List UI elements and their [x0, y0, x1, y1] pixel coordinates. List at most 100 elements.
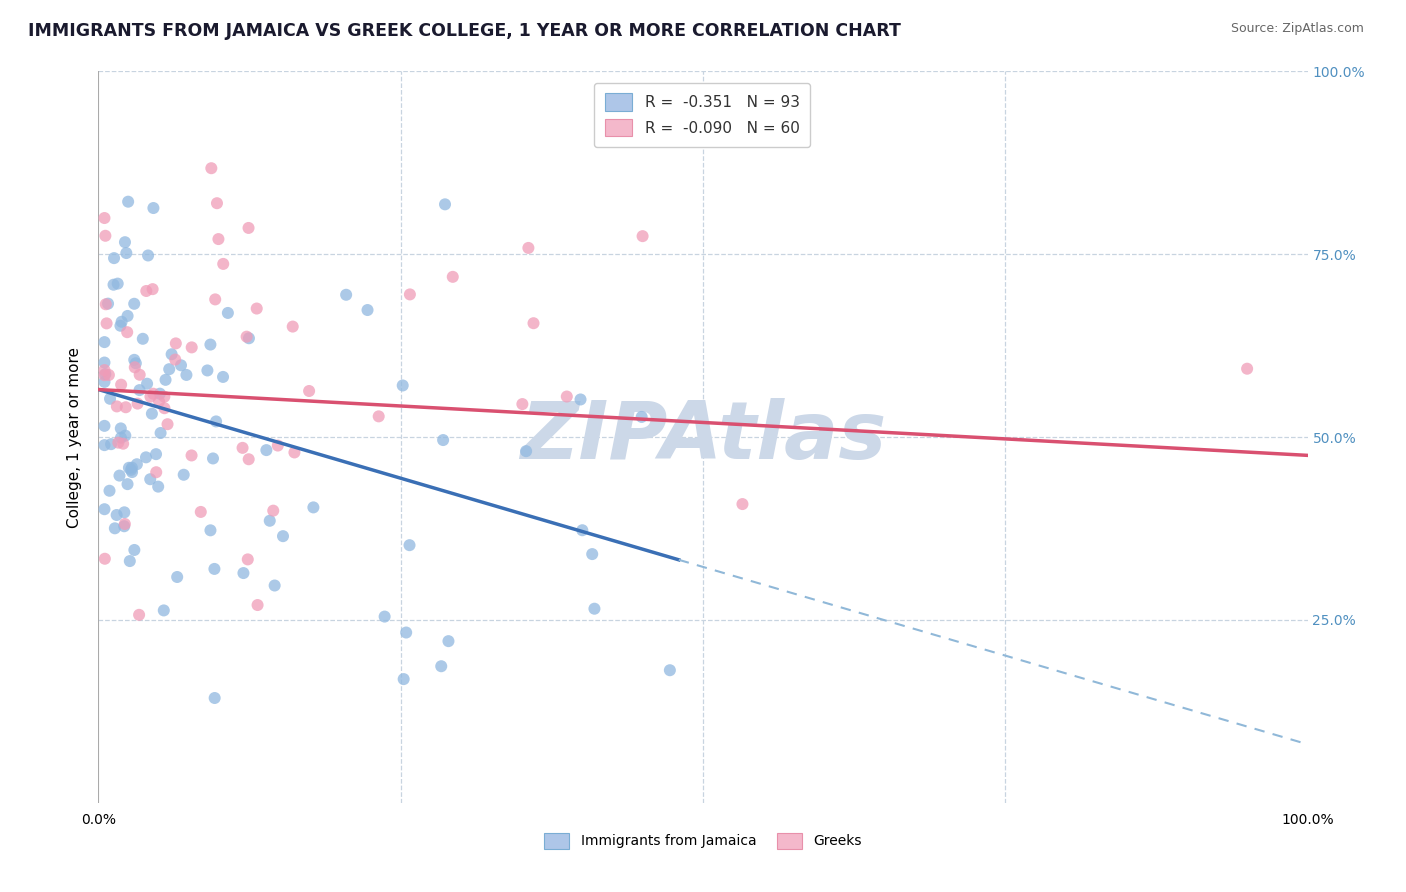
- Point: [132, 332, 155, 346]
- Point: [148, 394, 170, 409]
- Point: [127, 396, 149, 410]
- Point: [555, 390, 578, 404]
- Point: [271, 529, 294, 543]
- Point: [121, 465, 143, 479]
- Point: [160, 347, 183, 361]
- Point: [117, 309, 139, 323]
- Point: [128, 368, 150, 382]
- Point: [114, 401, 136, 415]
- Point: [141, 407, 163, 421]
- Point: [120, 463, 142, 477]
- Point: [135, 284, 157, 298]
- Point: [335, 287, 357, 301]
- Point: [204, 691, 226, 706]
- Y-axis label: College, 1 year or more: College, 1 year or more: [66, 347, 82, 527]
- Point: [512, 397, 534, 411]
- Point: [98, 483, 121, 498]
- Point: [128, 383, 150, 397]
- Point: [121, 460, 143, 475]
- Point: [94, 367, 117, 381]
- Text: ZIPAtlas: ZIPAtlas: [520, 398, 886, 476]
- Point: [581, 547, 603, 561]
- Point: [153, 390, 176, 404]
- Point: [156, 417, 179, 432]
- Point: [205, 414, 228, 428]
- Point: [93, 368, 115, 383]
- Point: [197, 363, 219, 377]
- Text: Source: ZipAtlas.com: Source: ZipAtlas.com: [1230, 22, 1364, 36]
- Point: [165, 352, 187, 367]
- Point: [93, 418, 115, 433]
- Point: [139, 472, 162, 486]
- Point: [105, 400, 128, 414]
- Point: [569, 392, 592, 407]
- Point: [180, 449, 202, 463]
- Point: [232, 566, 254, 580]
- Point: [93, 502, 115, 516]
- Point: [200, 161, 222, 176]
- Point: [94, 228, 117, 243]
- Point: [155, 373, 177, 387]
- Point: [152, 603, 174, 617]
- Point: [114, 516, 136, 531]
- Point: [115, 246, 138, 260]
- Point: [430, 659, 453, 673]
- Point: [302, 500, 325, 515]
- Point: [522, 316, 544, 330]
- Point: [122, 297, 145, 311]
- Point: [398, 538, 420, 552]
- Point: [367, 409, 389, 424]
- Point: [110, 315, 132, 329]
- Point: [170, 359, 193, 373]
- Point: [93, 363, 115, 377]
- Point: [212, 257, 235, 271]
- Point: [100, 437, 122, 451]
- Point: [94, 297, 117, 311]
- Point: [399, 287, 422, 301]
- Point: [124, 360, 146, 375]
- Point: [93, 375, 115, 389]
- Point: [93, 335, 115, 350]
- Point: [235, 329, 257, 343]
- Point: [118, 554, 141, 568]
- Point: [114, 235, 136, 250]
- Point: [173, 467, 195, 482]
- Point: [93, 438, 115, 452]
- Legend: Immigrants from Jamaica, Greeks: Immigrants from Jamaica, Greeks: [538, 827, 868, 855]
- Point: [259, 514, 281, 528]
- Point: [112, 436, 135, 450]
- Point: [145, 447, 167, 461]
- Point: [232, 441, 254, 455]
- Point: [118, 460, 141, 475]
- Point: [97, 296, 120, 310]
- Point: [200, 524, 222, 538]
- Point: [432, 433, 454, 447]
- Point: [98, 392, 121, 406]
- Point: [117, 477, 139, 491]
- Point: [136, 376, 159, 391]
- Point: [395, 625, 418, 640]
- Point: [125, 356, 148, 370]
- Point: [142, 282, 165, 296]
- Point: [207, 232, 229, 246]
- Point: [281, 319, 304, 334]
- Point: [115, 325, 138, 339]
- Point: [103, 277, 125, 292]
- Point: [254, 443, 277, 458]
- Point: [96, 317, 118, 331]
- Point: [180, 340, 202, 354]
- Point: [128, 607, 150, 622]
- Point: [263, 578, 285, 592]
- Point: [110, 318, 132, 333]
- Point: [205, 196, 228, 211]
- Point: [583, 601, 606, 615]
- Point: [105, 508, 128, 522]
- Text: IMMIGRANTS FROM JAMAICA VS GREEK COLLEGE, 1 YEAR OR MORE CORRELATION CHART: IMMIGRANTS FROM JAMAICA VS GREEK COLLEGE…: [28, 22, 901, 40]
- Point: [212, 370, 235, 384]
- Point: [204, 562, 226, 576]
- Point: [631, 229, 654, 244]
- Point: [441, 269, 464, 284]
- Point: [630, 409, 652, 424]
- Point: [246, 598, 269, 612]
- Point: [517, 241, 540, 255]
